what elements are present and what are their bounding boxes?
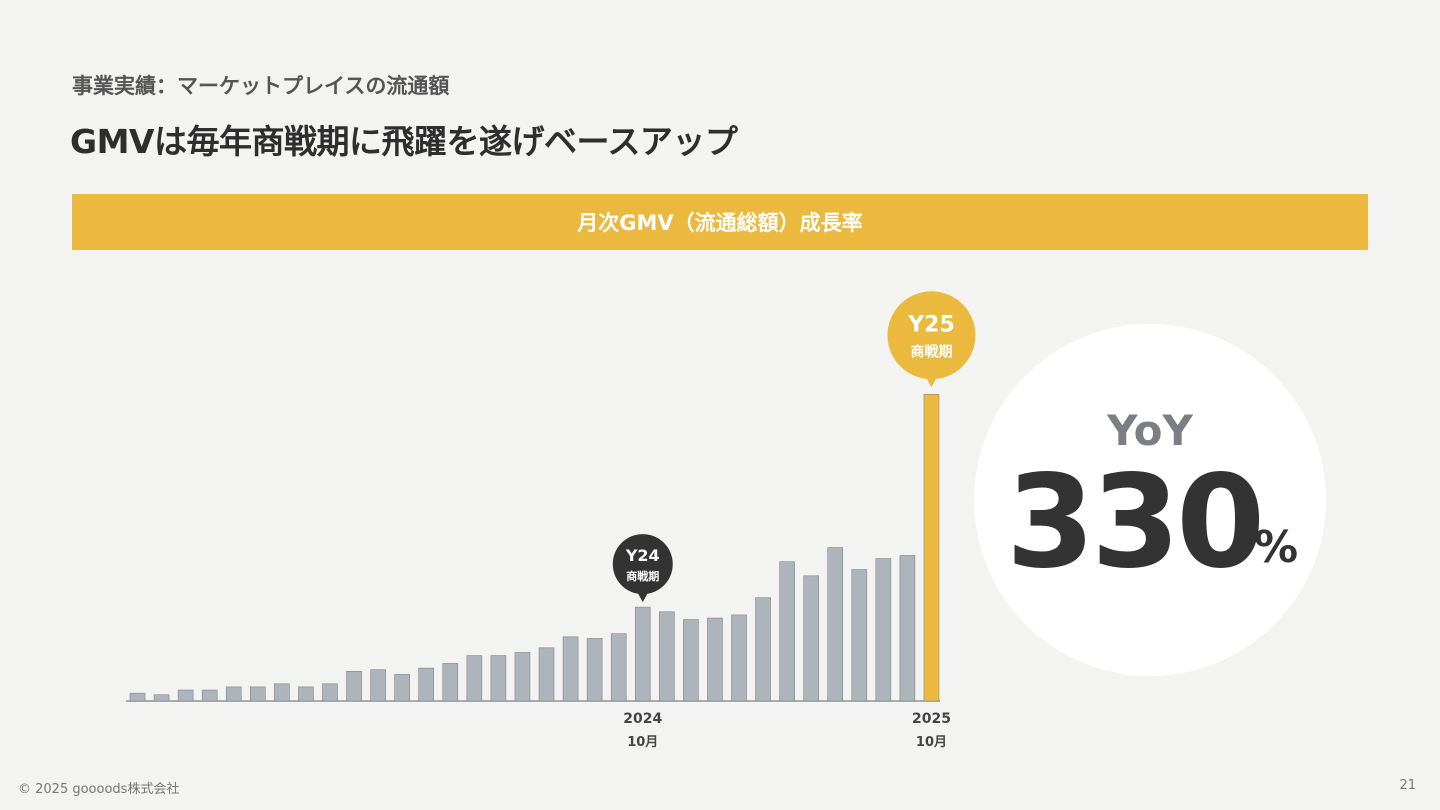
bar-18 xyxy=(562,636,579,702)
yoy-circle: YoY 330 % xyxy=(974,324,1326,676)
yoy-unit: % xyxy=(1254,522,1299,573)
callout-title-1: Y25 xyxy=(907,312,955,337)
x-tick-year-0: 2024 xyxy=(623,711,662,727)
bar-14 xyxy=(466,655,483,702)
callout-badge-0 xyxy=(612,534,673,595)
bar-19 xyxy=(586,638,603,702)
chart-banner: 月次GMV（流通総額）成長率 xyxy=(72,194,1368,250)
x-tick-month-0: 10月 xyxy=(627,735,658,750)
bar-3 xyxy=(201,689,218,702)
bar-21 xyxy=(634,606,651,702)
bar-20 xyxy=(610,633,627,702)
callout-badge-1 xyxy=(887,291,976,380)
chart-banner-label: 月次GMV（流通総額）成長率 xyxy=(577,211,863,235)
x-tick-year-1: 2025 xyxy=(912,711,951,727)
bar-29 xyxy=(827,547,844,702)
bar-25 xyxy=(731,614,747,702)
bar-24 xyxy=(707,617,723,702)
bar-33 xyxy=(923,393,940,702)
bar-11 xyxy=(394,674,410,702)
callout-subtitle-0: 商戦期 xyxy=(626,569,659,583)
bar-23 xyxy=(683,619,699,702)
bar-15 xyxy=(490,655,507,702)
x-tick-month-1: 10月 xyxy=(916,735,947,750)
copyright-footer: © 2025 goooods株式会社 xyxy=(18,782,180,797)
bar-16 xyxy=(514,652,531,702)
yoy-value: 330 xyxy=(1006,448,1265,597)
callout-title-0: Y24 xyxy=(625,546,660,565)
page-number: 21 xyxy=(1399,778,1416,793)
bar-2 xyxy=(177,689,194,702)
bar-13 xyxy=(442,663,459,702)
bar-4 xyxy=(225,686,242,702)
bar-7 xyxy=(298,686,314,702)
bar-28 xyxy=(803,575,819,702)
bar-10 xyxy=(370,669,386,702)
bar-17 xyxy=(538,647,555,702)
bar-9 xyxy=(346,670,362,702)
bar-31 xyxy=(875,558,892,702)
bar-0 xyxy=(129,692,146,702)
bar-27 xyxy=(779,561,795,702)
bar-32 xyxy=(899,555,916,702)
slide-title: GMVは毎年商戦期に飛躍を遂げベースアップ xyxy=(70,122,738,161)
yoy-label: YoY xyxy=(1107,406,1193,455)
bar-30 xyxy=(851,569,868,702)
bar-5 xyxy=(250,686,266,702)
bar-1 xyxy=(153,694,170,702)
bar-8 xyxy=(322,683,338,702)
bar-12 xyxy=(418,667,435,702)
bar-6 xyxy=(274,683,290,702)
bar-22 xyxy=(659,611,675,702)
bar-26 xyxy=(755,597,771,702)
callout-subtitle-1: 商戦期 xyxy=(910,343,952,360)
slide-subtitle: 事業実績：マーケットプレイスの流通額 xyxy=(72,74,450,98)
